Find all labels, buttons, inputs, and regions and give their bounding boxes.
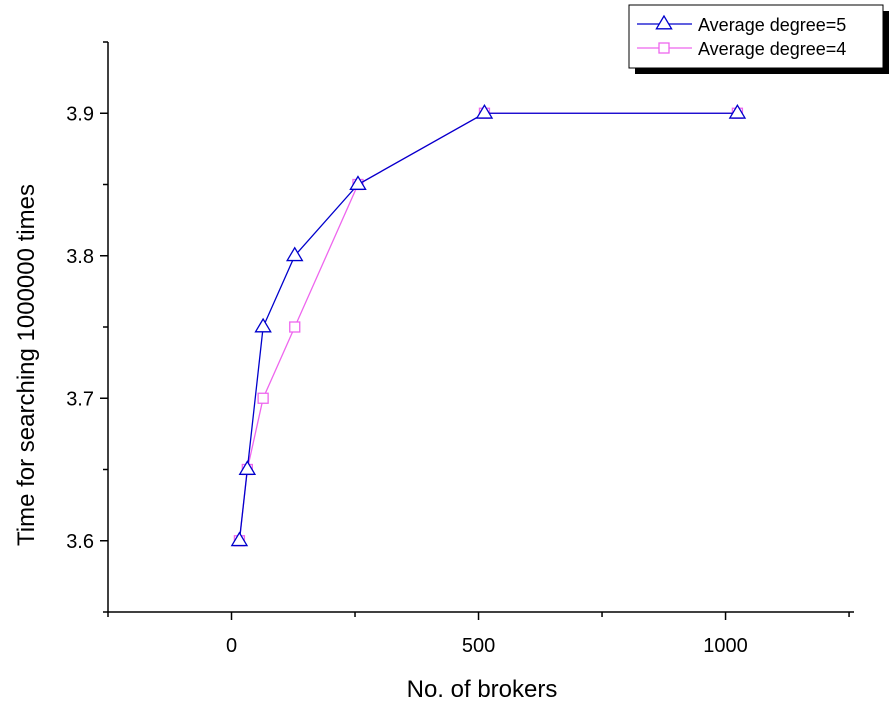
data-point — [230, 531, 249, 547]
y-tick-label: 3.7 — [66, 388, 94, 410]
data-point — [349, 175, 367, 190]
y-tick-label: 3.6 — [66, 531, 94, 553]
data-point — [286, 246, 304, 262]
data-point — [238, 460, 257, 475]
legend-marker — [655, 14, 673, 30]
legend-marker — [658, 42, 670, 54]
series-line — [238, 112, 738, 541]
y-tick-label: 3.8 — [66, 246, 94, 268]
y-ticks: 3.6 3.7 3.8 3.9 — [66, 41, 108, 613]
series-square — [233, 107, 744, 547]
legend: Average degree=5 Average degree=4 — [628, 4, 889, 74]
x-axis-title: No. of brokers — [407, 676, 558, 702]
data-point — [728, 103, 747, 119]
series-layer — [230, 103, 747, 547]
legend-box — [628, 4, 884, 69]
x-tick-label: 500 — [462, 635, 495, 657]
x-tick-label: 1000 — [703, 635, 748, 657]
legend-items: Average degree=5 Average degree=4 — [637, 14, 846, 59]
x-tick-label: 0 — [226, 635, 237, 657]
y-axis-title: Time for searching 1000000 times — [13, 184, 40, 546]
series-line — [238, 112, 738, 541]
legend-label: Average degree=4 — [698, 39, 846, 59]
data-point — [254, 317, 272, 333]
x-ticks: 0 500 1000 — [107, 612, 850, 657]
data-point — [257, 392, 269, 404]
data-point — [475, 103, 494, 119]
legend-label: Average degree=5 — [698, 15, 846, 35]
series-triangle — [230, 103, 747, 547]
y-tick-label: 3.9 — [66, 103, 94, 125]
data-point — [289, 321, 301, 333]
axes: 0 500 1000 3.6 3.7 3.8 3.9 — [66, 41, 854, 657]
